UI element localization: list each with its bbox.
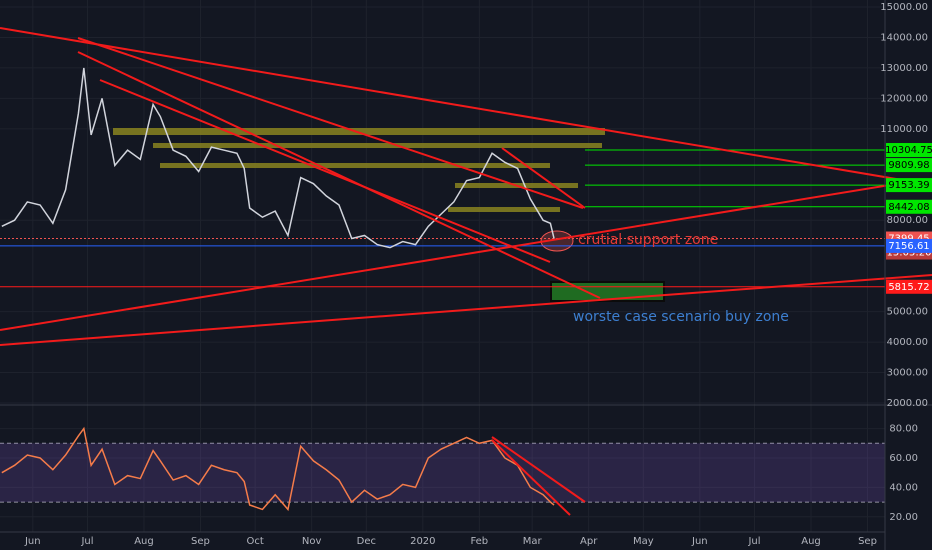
x-tick-label: Mar — [523, 536, 543, 547]
resistance-zone — [160, 163, 550, 168]
x-tick-label: Oct — [246, 536, 263, 547]
y2-tick-label: 40.00 — [889, 482, 918, 493]
y-tick-label: 14000.00 — [880, 32, 928, 43]
y2-tick-label: 20.00 — [889, 512, 918, 523]
x-tick-label: Sep — [191, 536, 210, 547]
trendline — [501, 147, 586, 209]
trendline — [0, 27, 932, 186]
x-tick-label: Jun — [691, 536, 708, 547]
series-line — [1, 67, 555, 249]
trendline — [77, 37, 584, 209]
resistance-zone — [113, 128, 605, 135]
y2-tick-label: 80.00 — [889, 424, 918, 435]
x-tick-label: Jun — [24, 536, 41, 547]
rsi-band — [0, 443, 885, 503]
x-tick-label: Jul — [80, 536, 93, 547]
price-label: 5815.72 — [888, 282, 929, 293]
x-tick-label: Aug — [801, 536, 821, 547]
y-tick-label: 13000.00 — [880, 63, 928, 74]
x-tick-label: Aug — [134, 536, 154, 547]
x-tick-label: 2020 — [410, 536, 435, 547]
countdown: 15:05:20 — [887, 248, 932, 259]
price-label-box — [886, 279, 932, 294]
price-label-box — [886, 178, 932, 193]
price-label: 8442.08 — [888, 202, 929, 213]
x-tick-label: May — [633, 536, 654, 547]
rsi-trendline — [491, 436, 586, 503]
price-label: 7156.61 — [888, 241, 929, 252]
x-tick-label: Nov — [302, 536, 322, 547]
y-tick-label: 5000.00 — [887, 307, 928, 318]
x-tick-label: Dec — [357, 536, 376, 547]
annotation: crutial support zone — [578, 232, 718, 248]
trendlines — [0, 27, 932, 516]
trendline — [99, 79, 551, 263]
levels — [0, 149, 885, 288]
y-tick-label: 2000.00 — [887, 398, 928, 409]
y-tick-label: 11000.00 — [880, 124, 928, 135]
y-tick-label: 12000.00 — [880, 93, 928, 104]
price-label: 10304.75 — [885, 145, 932, 156]
trendline — [77, 51, 601, 299]
price-label: 9153.39 — [888, 180, 929, 191]
x-tick-label: Apr — [580, 536, 598, 547]
trendline — [0, 184, 891, 331]
trendline — [0, 274, 932, 346]
price-label-box — [886, 238, 932, 253]
y-tick-label: 8000.00 — [887, 215, 928, 226]
price-label-box — [886, 143, 932, 158]
price-label-box — [886, 199, 932, 214]
annotation: worste case scenario buy zone — [573, 309, 789, 325]
rsi-trendline — [491, 439, 571, 516]
series-line — [1, 426, 555, 512]
x-tick-label: Feb — [470, 536, 488, 547]
resistance-zone — [448, 207, 560, 212]
y-tick-label: 4000.00 — [887, 337, 928, 348]
price-label: 9809.98 — [888, 160, 929, 171]
buy-zone — [550, 281, 665, 302]
resistance-zone — [153, 143, 602, 148]
x-tick-label: Sep — [858, 536, 877, 547]
series — [1, 67, 555, 512]
x-tick-label: Jul — [747, 536, 760, 547]
y-tick-label: 3000.00 — [887, 368, 928, 379]
price-label-box — [886, 158, 932, 173]
y-tick-label: 15000.00 — [880, 2, 928, 13]
y2-tick-label: 60.00 — [889, 453, 918, 464]
